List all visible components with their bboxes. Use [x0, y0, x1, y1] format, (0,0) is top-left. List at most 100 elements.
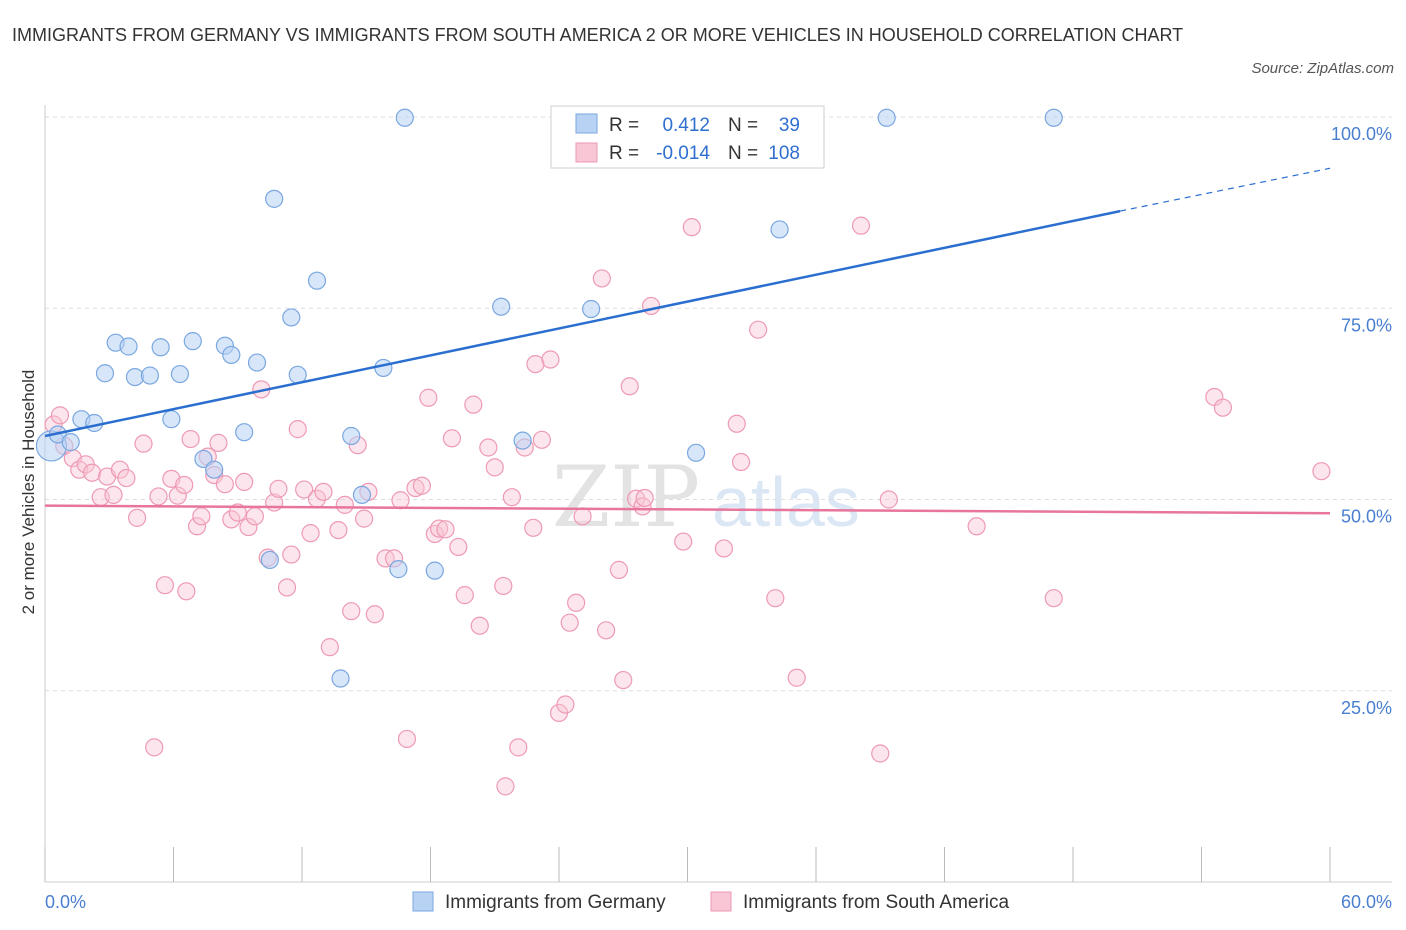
data-point-south-america — [682, 218, 701, 237]
bottom-legend: Immigrants from Germany Immigrants from … — [412, 891, 1010, 913]
legend-n-value-germany: 39 — [779, 115, 800, 136]
data-point-south-america — [222, 510, 241, 529]
chart-source: Source: ZipAtlas.com — [1251, 60, 1394, 77]
data-point-south-america — [329, 520, 348, 540]
data-point-south-america — [175, 475, 194, 495]
data-point-south-america — [560, 613, 579, 632]
data-point-south-america — [301, 524, 320, 543]
data-point-germany — [140, 366, 160, 385]
legend-swatch-south-america — [575, 142, 598, 163]
data-point-south-america — [83, 463, 102, 482]
x-tick-label: 60.0% — [1341, 892, 1392, 912]
data-point-south-america — [509, 738, 528, 757]
data-point-south-america — [641, 296, 661, 316]
data-point-south-america — [592, 269, 611, 288]
data-point-south-america — [851, 216, 871, 235]
data-point-germany — [151, 338, 170, 357]
data-point-south-america — [149, 487, 168, 506]
data-point-south-america — [787, 668, 806, 687]
trend-line-south-america — [44, 504, 1331, 515]
data-point-south-america — [879, 490, 898, 509]
data-point-south-america — [288, 420, 307, 439]
data-point-south-america — [442, 429, 462, 448]
data-point-south-america — [209, 433, 228, 452]
data-point-germany — [183, 332, 202, 351]
data-point-germany — [1044, 108, 1063, 127]
data-point-south-america — [496, 777, 515, 796]
data-point-germany — [492, 297, 511, 316]
data-point-south-america — [532, 430, 551, 449]
data-point-south-america — [1312, 462, 1331, 481]
data-point-south-america — [502, 488, 521, 507]
data-point-germany — [260, 550, 279, 570]
legend-r-label: R = — [609, 115, 639, 136]
y-tick-label: 50.0% — [1341, 507, 1392, 527]
data-point-south-america — [567, 593, 586, 612]
data-point-south-america — [282, 545, 301, 564]
data-point-south-america — [674, 532, 693, 551]
data-point-south-america — [397, 729, 417, 749]
trend-lines — [44, 167, 1331, 515]
data-point-south-america — [967, 517, 986, 536]
x-tick-label: 0.0% — [45, 892, 86, 912]
watermark-atlas: atlas — [712, 463, 860, 541]
data-point-south-america — [295, 480, 314, 499]
data-point-south-america — [871, 744, 890, 763]
data-point-south-america — [526, 354, 545, 374]
data-point-south-america — [429, 519, 449, 538]
data-point-germany — [770, 220, 789, 239]
legend-n-value-south-america: 108 — [768, 143, 800, 164]
data-point-south-america — [117, 468, 136, 488]
data-point-germany — [125, 368, 145, 387]
data-point-germany — [374, 358, 393, 378]
data-point-south-america — [749, 320, 768, 339]
legend-swatch-germany — [575, 113, 598, 134]
data-point-south-america — [541, 350, 560, 369]
data-point-germany — [877, 108, 896, 127]
data-point-germany — [686, 443, 706, 462]
data-point-south-america — [766, 589, 785, 608]
data-point-germany — [389, 560, 408, 579]
data-point-south-america — [342, 602, 361, 621]
legend-n-label: N = — [728, 115, 758, 136]
data-point-south-america — [168, 486, 187, 505]
data-point-south-america — [228, 503, 247, 522]
bottom-legend-germany: Immigrants from Germany — [445, 892, 666, 913]
data-point-south-america — [714, 539, 734, 558]
data-point-germany — [513, 431, 532, 450]
data-point-south-america — [479, 438, 498, 457]
data-point-south-america — [269, 479, 288, 498]
trend-line-germany-extension — [1119, 167, 1331, 212]
data-point-germany — [119, 337, 138, 356]
data-point-germany — [162, 410, 181, 429]
data-point-south-america — [335, 495, 354, 514]
data-point-germany — [170, 364, 190, 384]
tick-labels: 25.0% 50.0% 75.0% 100.0% 0.0% 60.0% — [45, 124, 1392, 912]
data-point-south-america — [609, 560, 629, 579]
data-point-south-america — [50, 406, 70, 425]
data-point-south-america — [470, 616, 489, 635]
data-point-south-america — [464, 395, 483, 414]
series-germany — [35, 108, 1063, 688]
data-point-south-america — [449, 537, 468, 557]
data-point-south-america — [731, 452, 751, 472]
data-point-south-america — [192, 507, 211, 526]
data-point-germany — [95, 364, 115, 383]
data-point-south-america — [365, 605, 384, 624]
data-point-germany — [222, 345, 241, 365]
data-point-germany — [235, 423, 254, 442]
data-point-germany — [342, 426, 361, 446]
data-point-south-america — [620, 377, 639, 396]
data-point-south-america — [215, 475, 234, 494]
data-point-south-america — [412, 476, 432, 495]
trend-line-germany — [44, 209, 1121, 438]
data-point-south-america — [436, 520, 455, 539]
data-point-germany — [331, 669, 350, 688]
data-point-south-america — [556, 695, 575, 714]
data-point-south-america — [239, 517, 258, 537]
chart-title: IMMIGRANTS FROM GERMANY VS IMMIGRANTS FR… — [12, 25, 1184, 45]
y-tick-label: 75.0% — [1341, 315, 1392, 335]
data-point-germany — [425, 561, 444, 580]
data-point-south-america — [597, 621, 616, 640]
data-point-south-america — [419, 388, 438, 407]
